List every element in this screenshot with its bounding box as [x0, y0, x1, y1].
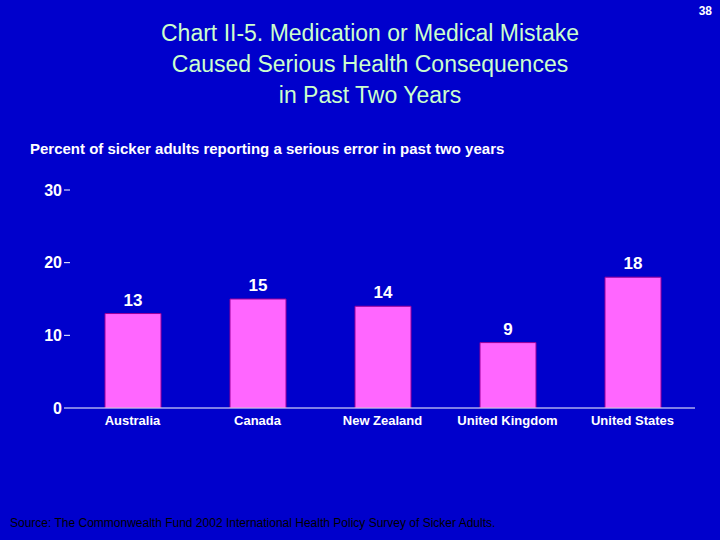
- html-text:Caused Serious Health Conseque: Caused Serious Health Consequences: [171, 51, 569, 77]
- svg-text:20: 20: [44, 254, 62, 271]
- svg-text:13: 13: [124, 291, 143, 310]
- html-text:in Past Two Years: in Past Two Years: [278, 82, 462, 108]
- html-text:38: 38: [698, 4, 712, 18]
- html-text:Chart II-5. Medication or Medi: Chart II-5. Medication or Medical Mistak…: [161, 20, 579, 46]
- svg-text:United States: United States: [591, 413, 674, 428]
- svg-text:30: 30: [44, 182, 62, 199]
- svg-text:10: 10: [44, 327, 62, 344]
- svg-text:18: 18: [624, 254, 643, 273]
- svg-text:15: 15: [249, 276, 268, 295]
- svg-text:United Kingdom: United Kingdom: [457, 413, 557, 428]
- svg-text:14: 14: [374, 283, 393, 302]
- svg-text:New Zealand: New Zealand: [343, 413, 423, 428]
- html-text:Percent of sicker adults repor: Percent of sicker adults reporting a ser…: [30, 140, 505, 157]
- svg-text:0: 0: [53, 400, 62, 417]
- svg-text:Australia: Australia: [105, 413, 161, 428]
- svg-text:Canada: Canada: [234, 413, 282, 428]
- html-text:Source: The Commonwealth Fund: Source: The Commonwealth Fund 2002 Inter…: [10, 516, 496, 530]
- svg-text:9: 9: [503, 320, 512, 339]
